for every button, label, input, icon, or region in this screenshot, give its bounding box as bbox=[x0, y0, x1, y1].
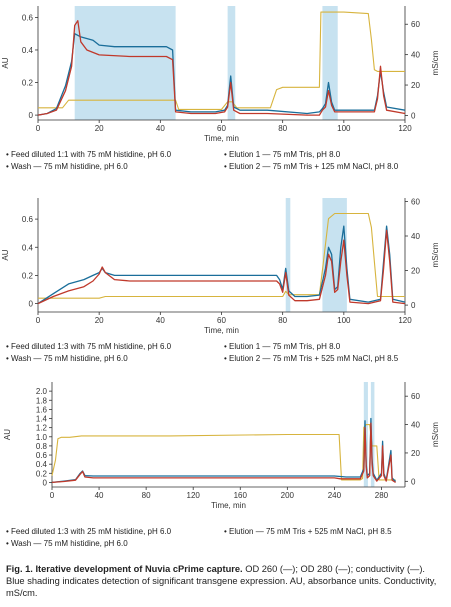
series-line-2 bbox=[51, 422, 396, 484]
y-tick-label: 0.2 bbox=[22, 271, 34, 280]
y2-tick-label: 20 bbox=[411, 267, 420, 276]
y-tick-label: 0.6 bbox=[22, 13, 34, 22]
x-axis-label: Time, min bbox=[204, 326, 239, 335]
y2-tick-label: 20 bbox=[411, 81, 420, 90]
x-tick-label: 80 bbox=[142, 491, 151, 500]
y-tick-label: 2.0 bbox=[36, 387, 48, 396]
y2-tick-label: 0 bbox=[411, 301, 416, 310]
legend-item: Elution 1 — 75 mM Tris, pH 8.0 bbox=[224, 342, 340, 352]
y-tick-label: 1.6 bbox=[36, 405, 48, 414]
x-tick-label: 100 bbox=[337, 124, 351, 133]
x-tick-label: 0 bbox=[36, 124, 41, 133]
shaded-region bbox=[322, 6, 338, 120]
x-tick-label: 20 bbox=[95, 124, 104, 133]
x-tick-label: 60 bbox=[217, 316, 226, 325]
x-tick-label: 0 bbox=[36, 316, 41, 325]
caption-title: Fig. 1. Iterative development of Nuvia c… bbox=[6, 564, 243, 574]
series-line-1 bbox=[37, 225, 406, 305]
y-tick-label: 1.8 bbox=[36, 396, 48, 405]
figure-caption: Fig. 1. Iterative development of Nuvia c… bbox=[6, 563, 446, 599]
y-tick-label: 0.8 bbox=[36, 442, 48, 451]
y2-tick-label: 40 bbox=[411, 232, 420, 241]
x-tick-label: 120 bbox=[398, 316, 412, 325]
y-tick-label: 0.2 bbox=[22, 79, 34, 88]
y2-axis-label: mS/cm bbox=[431, 422, 440, 447]
legend-item: Wash — 75 mM histidine, pH 6.0 bbox=[6, 539, 128, 549]
y-tick-label: 1.0 bbox=[36, 433, 48, 442]
x-axis-label: Time, min bbox=[211, 501, 246, 510]
x-tick-label: 40 bbox=[156, 316, 165, 325]
legend-item: Wash — 75 mM histidine, pH 6.0 bbox=[6, 354, 128, 364]
series-line-2 bbox=[37, 20, 406, 116]
y-axis-label: AU bbox=[3, 429, 12, 440]
legend-item: Feed diluted 1:3 with 25 mM histidine, p… bbox=[6, 527, 171, 537]
y-tick-label: 0.2 bbox=[36, 469, 48, 478]
y2-tick-label: 60 bbox=[411, 197, 420, 206]
y-tick-label: 0.4 bbox=[36, 460, 48, 469]
x-tick-label: 80 bbox=[278, 124, 287, 133]
x-tick-label: 240 bbox=[328, 491, 342, 500]
caption-body: OD 260 (—); OD 280 (—); conductivity (—)… bbox=[6, 564, 437, 598]
y-tick-label: 0.6 bbox=[36, 451, 48, 460]
y-tick-label: 0 bbox=[43, 478, 48, 487]
legend-item: Elution — 75 mM Tris + 525 mM NaCl, pH 8… bbox=[224, 527, 392, 537]
chart-panel-1: 0 20 40 60 80 100 120 Time, min 0 0.2 0.4 0.6 AU 0 20 4… bbox=[1, 6, 440, 143]
x-tick-label: 280 bbox=[375, 491, 389, 500]
legend-item: Elution 2 — 75 mM Tris + 125 mM NaCl, pH… bbox=[224, 162, 398, 172]
shaded-region bbox=[227, 6, 236, 120]
legend-item: Elution 2 — 75 mM Tris + 525 mM NaCl, pH… bbox=[224, 354, 398, 364]
legend-panel-1: Feed diluted 1:1 with 75 mM histidine, p… bbox=[6, 150, 446, 174]
chart-panel-2: 0 20 40 60 80 100 120 Time, min 0 0.2 0.4 0.6 AU 0 20 4… bbox=[1, 197, 440, 335]
series-line-1 bbox=[51, 417, 397, 484]
series-line-3 bbox=[38, 11, 405, 110]
x-tick-label: 0 bbox=[50, 491, 55, 500]
y-tick-label: 1.2 bbox=[36, 424, 48, 433]
y2-axis-label: mS/cm bbox=[431, 50, 440, 75]
y2-tick-label: 60 bbox=[411, 20, 420, 29]
x-tick-label: 120 bbox=[187, 491, 201, 500]
legend-panel-2: Feed diluted 1:3 with 75 mM histidine, p… bbox=[6, 342, 446, 366]
y2-tick-label: 0 bbox=[411, 477, 416, 486]
y-tick-label: 0.4 bbox=[22, 243, 34, 252]
y2-tick-label: 0 bbox=[411, 111, 416, 120]
x-tick-label: 60 bbox=[217, 124, 226, 133]
y-tick-label: 0.6 bbox=[22, 215, 34, 224]
legend-item: Wash — 75 mM histidine, pH 6.0 bbox=[6, 162, 128, 172]
y2-tick-label: 40 bbox=[411, 51, 420, 60]
x-tick-label: 20 bbox=[95, 316, 104, 325]
legend-panel-3: Feed diluted 1:3 with 25 mM histidine, p… bbox=[6, 527, 446, 551]
y2-tick-label: 20 bbox=[411, 449, 420, 458]
y-tick-label: 0 bbox=[29, 111, 34, 120]
shaded-region bbox=[370, 382, 375, 487]
shaded-region bbox=[285, 198, 291, 312]
legend-item: Feed diluted 1:3 with 75 mM histidine, p… bbox=[6, 342, 171, 352]
x-axis-label: Time, min bbox=[204, 134, 239, 143]
series-line-3 bbox=[38, 212, 405, 299]
legend-item: Feed diluted 1:1 with 75 mM histidine, p… bbox=[6, 150, 171, 160]
x-tick-label: 100 bbox=[337, 316, 351, 325]
x-tick-label: 120 bbox=[398, 124, 412, 133]
y-axis-label: AU bbox=[1, 249, 10, 260]
shaded-region bbox=[74, 6, 176, 120]
y2-axis-label: mS/cm bbox=[431, 242, 440, 267]
x-tick-label: 200 bbox=[281, 491, 295, 500]
series-line-3 bbox=[51, 424, 396, 481]
x-tick-label: 40 bbox=[156, 124, 165, 133]
x-tick-label: 160 bbox=[234, 491, 248, 500]
x-tick-label: 80 bbox=[278, 316, 287, 325]
y2-tick-label: 60 bbox=[411, 392, 420, 401]
y-axis-label: AU bbox=[1, 57, 10, 68]
x-tick-label: 40 bbox=[95, 491, 104, 500]
y2-tick-label: 40 bbox=[411, 421, 420, 430]
shaded-region bbox=[322, 198, 347, 312]
y-tick-label: 0.4 bbox=[22, 46, 34, 55]
y-tick-label: 0 bbox=[29, 300, 34, 309]
series-line-2 bbox=[37, 229, 406, 305]
legend-item: Elution 1 — 75 mM Tris, pH 8.0 bbox=[224, 150, 340, 160]
y-tick-label: 1.4 bbox=[36, 415, 48, 424]
